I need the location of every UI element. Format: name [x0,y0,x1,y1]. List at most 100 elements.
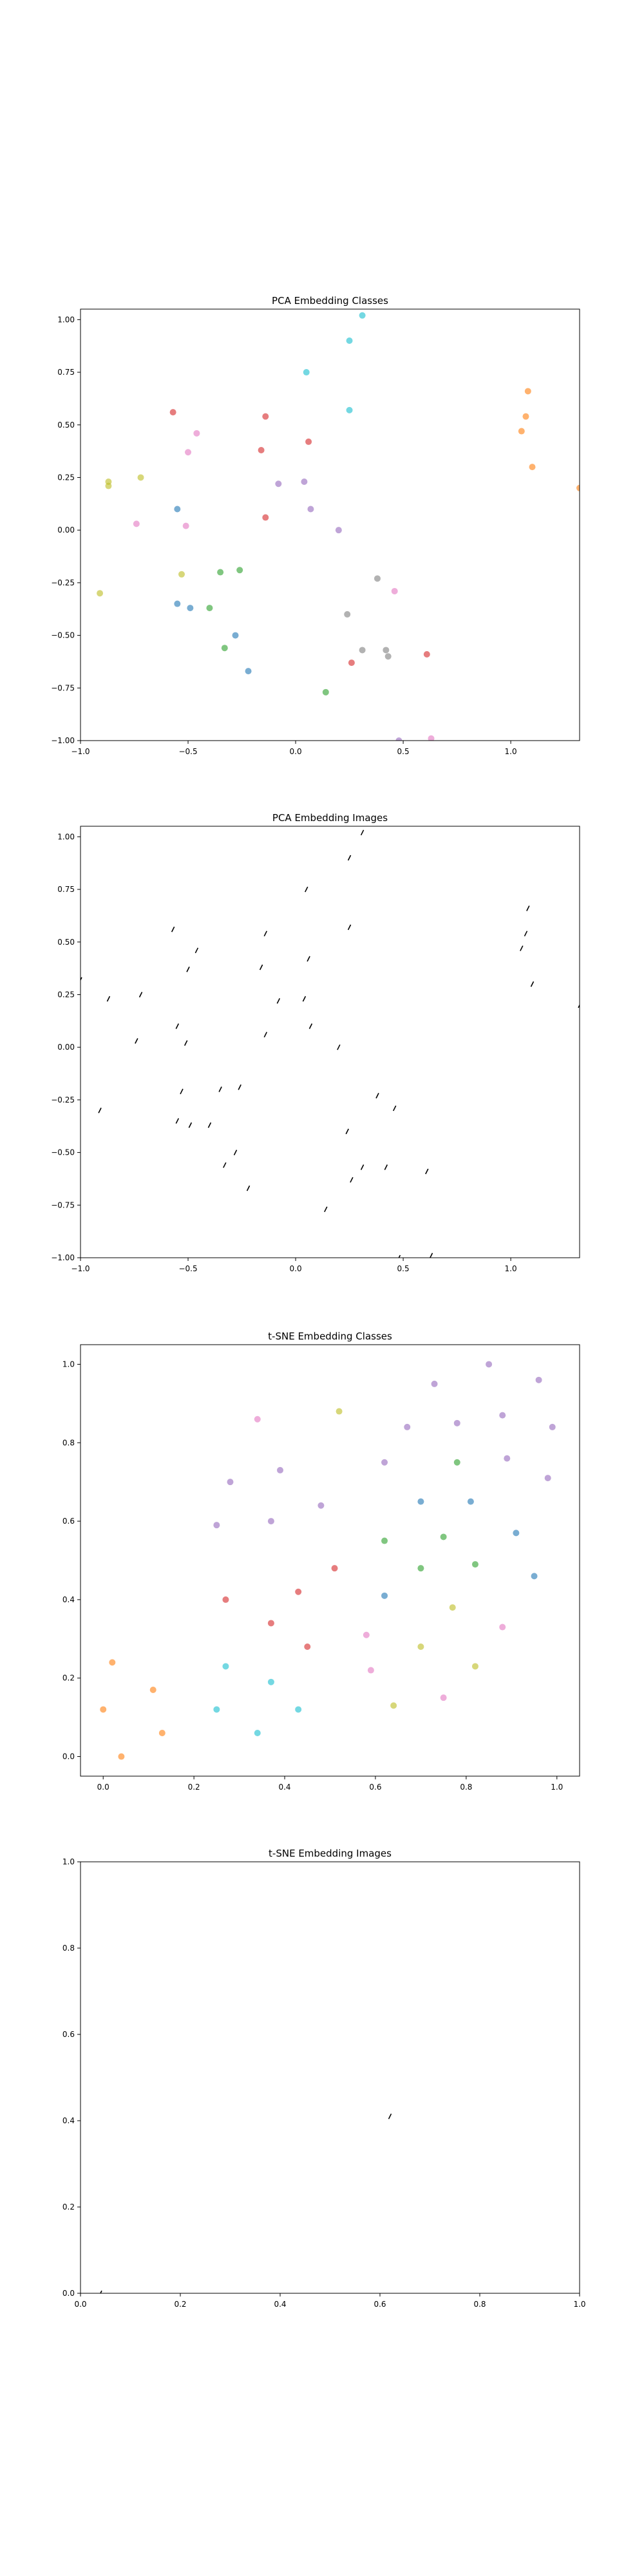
scatter-point [359,312,366,319]
scatter-point [524,388,531,395]
axes-frame [80,826,580,1258]
image-glyph-marker [207,1122,212,1128]
scatter-point [158,1730,166,1736]
x-tick-label: 0.0 [290,1264,302,1273]
scatter-point [105,482,112,489]
image-glyph-marker [238,1084,242,1090]
scatter-point [522,413,529,420]
image-glyph-marker [307,956,310,962]
image-glyph-marker [324,1206,328,1213]
image-glyph-marker [347,924,352,931]
scatter-point [453,1419,460,1426]
points-group [100,1361,556,1760]
scatter-point [213,1706,220,1713]
image-glyph-marker [223,1162,227,1168]
image-glyph-marker [184,1040,188,1046]
scatter-point [346,406,353,413]
scatter-point [254,1416,261,1423]
scatter-point [206,605,213,612]
scatter-point [301,478,308,485]
scatter-point [383,647,390,654]
x-tick-label: 0.8 [460,1783,472,1792]
scatter-point [137,474,144,481]
y-tick-label: 0.8 [62,1438,75,1447]
scatter-point [390,1702,397,1709]
y-tick-label: 0.00 [57,1043,75,1052]
scatter-point [222,1663,229,1670]
x-tick-label: 0.4 [274,2300,286,2309]
image-glyph-marker [171,926,175,933]
y-tick-label: 0.25 [57,473,75,482]
scatter-point [336,1408,343,1415]
scatter-point [100,1706,107,1713]
image-glyph-marker [360,829,365,836]
scatter-point [304,1643,311,1650]
scatter-point [109,1659,116,1666]
y-tick-label: 0.75 [57,368,75,377]
image-glyph-marker [259,964,263,971]
scatter-point [535,1376,542,1383]
scatter-point [149,1687,156,1693]
x-tick-label: 0.6 [374,2300,386,2309]
scatter-point [363,1631,370,1638]
x-tick-label: −1.0 [71,1264,90,1273]
image-glyph-marker [388,2113,392,2119]
y-tick-label: 1.00 [57,832,75,841]
y-tick-label: 0.00 [57,526,75,535]
scatter-point [417,1498,424,1505]
scatter-point [178,571,185,578]
y-tick-label: −0.50 [51,631,75,640]
scatter-point [97,590,104,597]
y-tick-label: 0.6 [62,1517,75,1526]
y-tick-label: −0.75 [51,1200,75,1209]
image-glyph-marker [393,1105,397,1112]
scatter-point [417,1565,424,1572]
scatter-point [359,647,366,654]
scatter-point [374,575,381,582]
y-tick-label: −0.75 [51,683,75,692]
y-tick-label: 0.25 [57,990,75,999]
image-glyph-marker [263,931,267,937]
image-glyph-marker [194,947,199,954]
scatter-point [513,1530,520,1537]
scatter-point [317,1502,325,1509]
scatter-point [529,464,536,471]
scatter-point [295,1706,302,1713]
scatter-point [453,1459,460,1466]
scatter-point [486,1361,493,1368]
scatter-point [277,1466,283,1473]
y-tick-label: −0.25 [51,578,75,587]
y-tick-label: 0.6 [62,2030,75,2039]
scatter-point [471,1663,478,1670]
axes-frame [80,1344,580,1777]
x-tick-label: 0.4 [278,1783,290,1792]
image-glyph-marker [337,1044,341,1050]
image-glyph-marker [308,1023,313,1029]
x-tick-label: 1.0 [573,2300,585,2309]
scatter-point [576,484,580,491]
scatter-point [307,506,314,513]
image-glyph-marker [233,1150,238,1155]
scatter-point [182,522,189,529]
scatter-point [185,449,192,456]
scatter-point [367,1667,374,1674]
image-glyph-marker [186,966,190,972]
scatter-point [174,506,181,513]
pca-classes-panel: PCA Embedding Classes −1.0 −0.5 0.0 0.5 1.0 −… [51,295,580,756]
scatter-point [417,1643,424,1650]
y-tick-label: −0.25 [51,1095,75,1104]
scatter-point [331,1565,338,1572]
image-glyph-marker [530,981,535,987]
scatter-point [499,1624,506,1631]
scatter-point [499,1412,506,1419]
scatter-point [262,514,269,521]
axes-frame [80,1861,580,2294]
y-tick-label: 0.50 [57,421,75,430]
x-tick-label: 1.0 [505,1264,517,1273]
image-glyph-marker [425,1168,429,1175]
scatter-point [275,480,282,488]
scatter-point [518,428,525,435]
points-group [80,829,580,1258]
image-glyph-marker [429,1253,433,1258]
